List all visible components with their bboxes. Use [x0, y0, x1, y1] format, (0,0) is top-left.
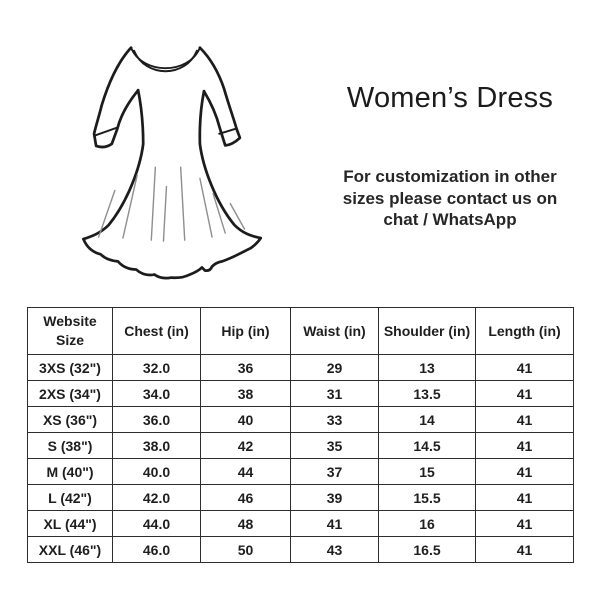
measurement-cell: 41 — [475, 536, 574, 563]
measurement-cell: 41 — [475, 458, 574, 485]
measurement-cell: 42 — [200, 432, 291, 459]
column-header: Chest (in) — [112, 307, 201, 355]
measurement-cell: 16 — [378, 510, 476, 537]
size-chart-table: Website Size Chest (in) Hip (in) Waist (in)… — [27, 307, 574, 563]
product-title: Women’s Dress — [346, 82, 554, 114]
measurement-cell: 48 — [200, 510, 291, 537]
size-row: XL (44") 44.0 48 41 16 41 — [27, 510, 574, 537]
measurement-cell: 39 — [290, 484, 379, 511]
size-label-cell: L (42") — [27, 484, 113, 511]
size-row: M (40") 40.0 44 37 15 41 — [27, 458, 574, 485]
measurement-cell: 31 — [290, 380, 379, 407]
size-row: S (38") 38.0 42 35 14.5 41 — [27, 432, 574, 459]
size-label-cell: 3XS (32") — [27, 354, 113, 381]
measurement-cell: 43 — [290, 536, 379, 563]
measurement-cell: 41 — [475, 380, 574, 407]
measurement-cell: 50 — [200, 536, 291, 563]
measurement-cell: 40 — [200, 406, 291, 433]
measurement-cell: 13 — [378, 354, 476, 381]
measurement-cell: 46.0 — [112, 536, 201, 563]
measurement-cell: 44.0 — [112, 510, 201, 537]
column-header: Length (in) — [475, 307, 574, 355]
column-header: Shoulder (in) — [378, 307, 476, 355]
customization-note: For customization in other sizes please … — [302, 166, 598, 231]
measurement-cell: 38.0 — [112, 432, 201, 459]
size-label-cell: XL (44") — [27, 510, 113, 537]
size-label-cell: XXL (46") — [27, 536, 113, 563]
measurement-cell: 42.0 — [112, 484, 201, 511]
measurement-cell: 33 — [290, 406, 379, 433]
size-label-cell: M (40") — [27, 458, 113, 485]
size-row: XXL (46") 46.0 50 43 16.5 41 — [27, 536, 574, 563]
size-row: 3XS (32") 32.0 36 29 13 41 — [27, 354, 574, 381]
measurement-cell: 35 — [290, 432, 379, 459]
size-row: L (42") 42.0 46 39 15.5 41 — [27, 484, 574, 511]
measurement-cell: 34.0 — [112, 380, 201, 407]
measurement-cell: 13.5 — [378, 380, 476, 407]
measurement-cell: 40.0 — [112, 458, 201, 485]
dress-line-art-icon — [82, 46, 263, 280]
measurement-cell: 29 — [290, 354, 379, 381]
size-label-cell: XS (36") — [27, 406, 113, 433]
header-text-block: Women’s Dress For customization in other… — [302, 0, 598, 290]
note-line-1: For customization in other — [343, 167, 557, 186]
column-header: Website Size — [27, 307, 113, 355]
measurement-cell: 36 — [200, 354, 291, 381]
size-label-cell: S (38") — [27, 432, 113, 459]
measurement-cell: 46 — [200, 484, 291, 511]
measurement-cell: 37 — [290, 458, 379, 485]
dress-illustration — [48, 16, 286, 288]
measurement-cell: 16.5 — [378, 536, 476, 563]
measurement-cell: 41 — [475, 484, 574, 511]
measurement-cell: 41 — [475, 432, 574, 459]
size-label-cell: 2XS (34") — [27, 380, 113, 407]
size-row: XS (36") 36.0 40 33 14 41 — [27, 406, 574, 433]
size-chart-body: 3XS (32") 32.0 36 29 13 41 2XS (34") 34.0 38 31 13… — [27, 354, 574, 563]
size-chart-header-row: Website Size Chest (in) Hip (in) Waist (in)… — [27, 307, 574, 355]
size-row: 2XS (34") 34.0 38 31 13.5 41 — [27, 380, 574, 407]
measurement-cell: 41 — [475, 354, 574, 381]
note-line-3: chat / WhatsApp — [383, 210, 517, 229]
measurement-cell: 44 — [200, 458, 291, 485]
measurement-cell: 41 — [475, 406, 574, 433]
measurement-cell: 14 — [378, 406, 476, 433]
measurement-cell: 15.5 — [378, 484, 476, 511]
measurement-cell: 36.0 — [112, 406, 201, 433]
measurement-cell: 15 — [378, 458, 476, 485]
measurement-cell: 41 — [290, 510, 379, 537]
note-line-2: sizes please contact us on — [342, 188, 558, 208]
measurement-cell: 14.5 — [378, 432, 476, 459]
measurement-cell: 32.0 — [112, 354, 201, 381]
column-header: Waist (in) — [290, 307, 379, 355]
column-header: Hip (in) — [200, 307, 291, 355]
measurement-cell: 41 — [475, 510, 574, 537]
measurement-cell: 38 — [200, 380, 291, 407]
